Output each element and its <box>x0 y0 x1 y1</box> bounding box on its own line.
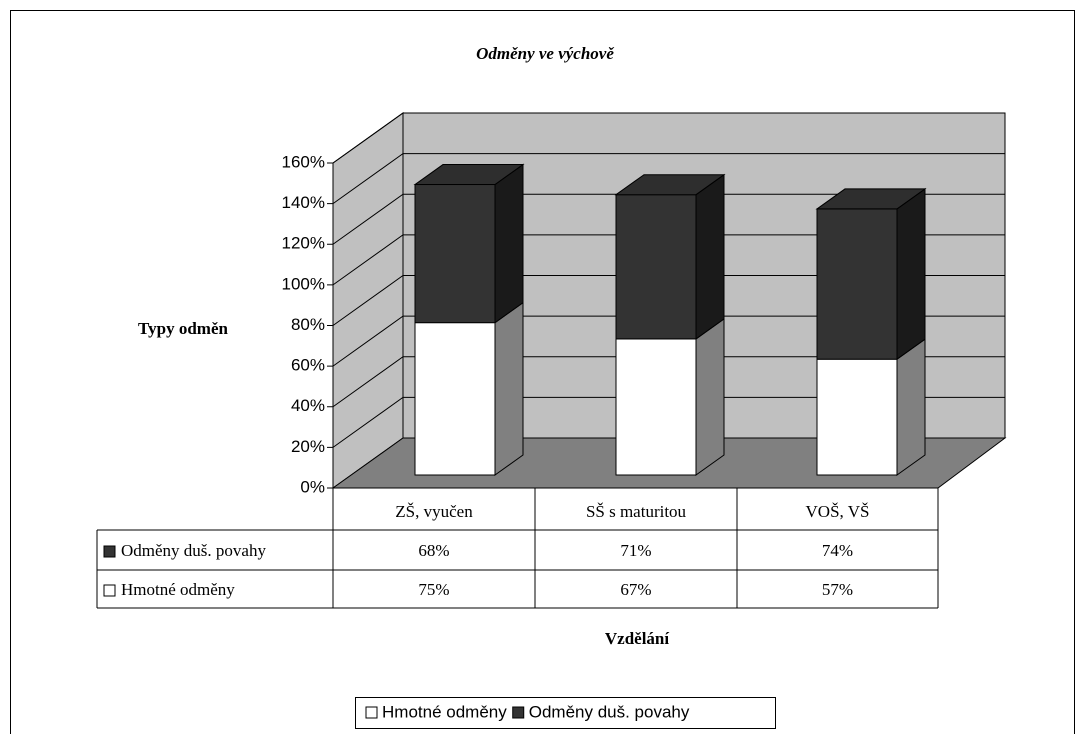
grid-line <box>332 315 1005 367</box>
table-cell: 71% <box>620 541 651 560</box>
table-header: ZŠ, vyučen <box>395 502 473 521</box>
grid-line <box>332 153 1005 205</box>
table-header: VOŠ, VŠ <box>806 502 870 521</box>
y-axis-label: Typy odměn <box>138 319 228 338</box>
bar-side <box>695 317 725 476</box>
y-tick-label: 140% <box>282 193 325 212</box>
table-row-label: Odměny duš. povahy <box>121 541 266 560</box>
grid-line <box>332 193 1005 245</box>
bar-side <box>695 173 725 340</box>
grid-line <box>332 112 1005 164</box>
bar-side <box>896 338 926 476</box>
bar-front <box>816 208 898 360</box>
grid-line <box>332 356 1005 408</box>
bar-front <box>615 338 697 476</box>
grid-line <box>332 396 1005 448</box>
bar-side <box>494 301 524 476</box>
bar-front <box>414 184 496 324</box>
table-cell: 67% <box>620 580 651 599</box>
bar-top <box>413 164 525 186</box>
table-legend-key <box>103 545 116 558</box>
x-axis-label: Vzdělání <box>605 629 670 648</box>
y-tick-label: 80% <box>291 315 325 334</box>
table-cell: 57% <box>822 580 853 599</box>
legend-label: Odměny duš. povahy <box>529 702 690 721</box>
y-tick-label: 160% <box>282 152 325 171</box>
legend-label: Hmotné odměny <box>382 702 507 721</box>
legend-key <box>512 706 525 719</box>
bar-front <box>414 322 496 476</box>
y-tick-label: 60% <box>291 356 325 375</box>
table-cell: 68% <box>418 541 449 560</box>
table-cell: 74% <box>822 541 853 560</box>
table-cell: 75% <box>418 580 449 599</box>
legend-box <box>355 697 776 729</box>
y-tick-label: 120% <box>282 234 325 253</box>
legend-key <box>365 706 378 719</box>
y-tick-label: 20% <box>291 437 325 456</box>
bar-top <box>614 174 726 196</box>
grid-line <box>332 234 1005 286</box>
bar-front <box>615 194 697 340</box>
table-legend-key <box>103 584 116 597</box>
bar-side <box>494 163 524 324</box>
bar-side <box>896 187 926 361</box>
bar-front <box>816 358 898 476</box>
table-row-label: Hmotné odměny <box>121 580 235 599</box>
y-tick-label: 40% <box>291 396 325 415</box>
y-tick-label: 100% <box>282 274 325 293</box>
y-tick-label: 0% <box>300 477 325 496</box>
table-header: SŠ s maturitou <box>586 502 687 521</box>
bar-top <box>815 188 927 210</box>
chart-title: Odměny ve výchově <box>476 44 614 63</box>
grid-line <box>332 275 1005 326</box>
